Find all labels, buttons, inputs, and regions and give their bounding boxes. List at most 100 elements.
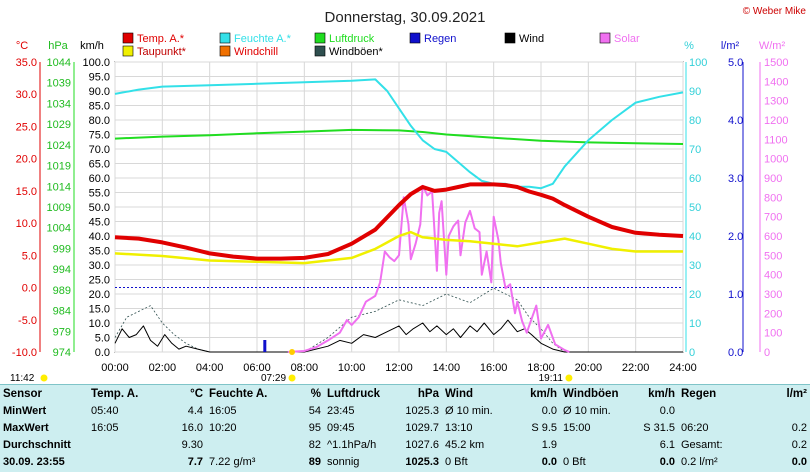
wind-axis-tick: 0.0 [95,347,110,359]
stats-cell: 9.30 [181,438,203,451]
stats-cell: 82 [308,438,321,451]
pressure-axis-tick: 1034 [47,98,71,110]
stats-cell: 13:10 [445,421,473,434]
legend-swatch [219,32,231,44]
series-solar [287,184,570,353]
x-tick-label: 12:00 [385,362,413,374]
solar-axis-tick: 300 [764,289,782,301]
legend-label: Wind [519,33,544,45]
stats-cell: 0.0 [791,455,807,468]
stats-cell: 0.2 l/m² [681,455,718,468]
stats-row: Durchschnitt 9.30 82 ^1.1hPa/h 1027.6 45.2 km… [0,436,810,453]
wind-axis-tick: 60.0 [89,173,110,185]
weather-chart: 35.0 30.0 25.0 20.0 15.0 10.0 5.0 0.0 -5.0 -10.0 °… [10,6,806,384]
legend-label: Windböen* [329,46,384,58]
wind-axis-unit: km/h [80,40,104,52]
pressure-axis-tick: 984 [53,306,71,318]
legend-swatch [314,32,326,44]
stats-cell: 1025.3 [405,455,439,468]
stats-header-row: Sensor Temp. A. °C Feuchte A.% Luftdruck hPa W… [0,385,810,402]
wind-axis-tick: 25.0 [89,275,110,287]
stats-cell: 09:45 [327,421,355,434]
temp-axis-tick: 30.0 [16,89,37,101]
rain-axis-tick: 2.0 [728,231,743,243]
stats-cell: 0.2 [791,438,807,451]
stats-cell: 54 [308,404,321,417]
humidity-axis-tick: 30 [689,260,701,272]
stats-header-cell: °C [190,387,203,400]
stats-row-label: MaxWert [3,421,49,434]
left-time: 11:42 [10,373,35,384]
stats-cell: 16:05 [209,404,237,417]
stats-cell: Ø 10 min. [563,404,611,417]
solar-axis-tick: 500 [764,250,782,262]
humidity-axis-tick: 10 [689,318,701,330]
x-tick-label: 14:00 [433,362,461,374]
legend-swatch [314,45,326,57]
rain-bar [263,340,267,352]
pressure-axis-tick: 994 [53,264,71,276]
sunrise-icon [288,374,296,382]
legend-swatch [122,32,134,44]
stats-cell: 0 Bft [445,455,468,468]
sunset-time: 19:11 [539,373,564,384]
chart-legend: Temp. A.* Feuchte A.* Luftdruck Regen Wind So… [122,32,640,58]
stats-cell: 16.0 [181,421,203,434]
stats-header-cell: hPa [417,387,439,400]
wind-axis-tick: 100.0 [82,57,110,69]
wind-axis-tick: 55.0 [89,188,110,200]
humidity-axis-tick: 40 [689,231,701,243]
stats-row-label: Durchschnitt [3,438,71,451]
x-tick-label: 00:00 [101,362,129,374]
x-tick-label: 04:00 [196,362,224,374]
stats-header-cell: Windböen [563,387,619,400]
humidity-axis-unit: % [684,40,694,52]
stats-header-cell: Sensor [3,387,42,400]
legend-label: Temp. A.* [137,33,185,45]
solar-axis-tick: 0 [764,347,770,359]
stats-cell: 0.2 [791,421,807,434]
solar-axis-tick: 1000 [764,154,788,166]
stats-header-cell: l/m² [786,387,807,400]
stats-cell: 4.4 [187,404,203,417]
stats-header-cell: Luftdruck [327,387,381,400]
solar-axis-tick: 700 [764,212,782,224]
pressure-axis-tick: 1019 [47,161,71,173]
stats-cell [206,436,274,453]
rain-axis-tick: 5.0 [728,57,743,69]
stats-row: 30.09. 23:55 7.7 7.22 g/m³ 89 sonnig 1025.3 0 … [0,453,810,470]
stats-cell: 06:20 [681,421,709,434]
stats-cell: 23:45 [327,404,355,417]
chart-grid [114,61,684,353]
x-tick-label: 06:00 [243,362,271,374]
wind-axis-tick: 90.0 [89,86,110,98]
stats-header-cell: km/h [648,387,675,400]
stats-cell [560,436,626,453]
stats-cell: 7.7 [187,455,203,468]
solar-axis-tick: 400 [764,270,782,282]
stats-cell: Gesamt: [681,438,723,451]
series-feuchtea [114,78,684,190]
stats-cell: Ø 10 min. [445,404,493,417]
stats-row-label: MinWert [3,404,47,417]
stats-cell: S 9.5 [531,421,557,434]
stats-cell: 1.9 [541,438,557,451]
legend-swatch [219,45,231,57]
x-tick-label: 22:00 [622,362,650,374]
pressure-axis-tick: 979 [53,326,71,338]
humidity-axis-tick: 50 [689,202,701,214]
stats-header-cell: % [310,387,321,400]
solar-axis-tick: 1300 [764,96,788,108]
series-wind [114,319,683,353]
wind-axis-tick: 50.0 [89,202,110,214]
series-luftdruck [114,128,684,145]
stats-cell: 0.0 [659,404,675,417]
time-icon [40,374,48,382]
temp-axis-tick: -10.0 [12,347,37,359]
stats-row: MaxWert 16:05 16.0 10:20 95 09:45 1029.7 13:10 S… [0,419,810,436]
stats-cell: sonnig [327,455,360,468]
stats-cell: 16:05 [91,421,119,434]
wind-axis-tick: 75.0 [89,130,110,142]
stats-row-label: 30.09. 23:55 [3,455,65,468]
stats-cell: 1029.7 [405,421,439,434]
